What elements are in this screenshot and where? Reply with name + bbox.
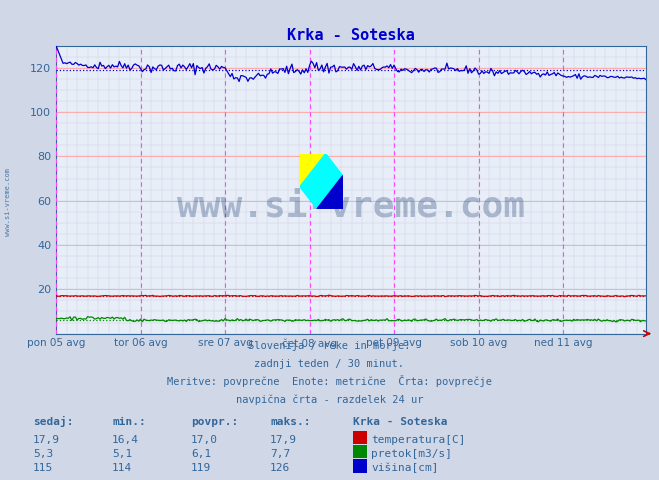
Text: 114: 114 (112, 463, 132, 473)
Text: sedaj:: sedaj: (33, 416, 73, 427)
Text: 5,1: 5,1 (112, 449, 132, 459)
Text: Meritve: povprečne  Enote: metrične  Črta: povprečje: Meritve: povprečne Enote: metrične Črta:… (167, 375, 492, 387)
Text: 17,9: 17,9 (270, 435, 297, 445)
Text: 16,4: 16,4 (112, 435, 139, 445)
Text: 119: 119 (191, 463, 212, 473)
Title: Krka - Soteska: Krka - Soteska (287, 28, 415, 43)
Text: 6,1: 6,1 (191, 449, 212, 459)
Text: temperatura[C]: temperatura[C] (371, 435, 465, 445)
Text: www.si-vreme.com: www.si-vreme.com (177, 190, 525, 224)
Text: 126: 126 (270, 463, 291, 473)
Text: Krka - Soteska: Krka - Soteska (353, 417, 447, 427)
Text: 17,0: 17,0 (191, 435, 218, 445)
Text: 17,9: 17,9 (33, 435, 60, 445)
Text: min.:: min.: (112, 417, 146, 427)
Text: zadnji teden / 30 minut.: zadnji teden / 30 minut. (254, 359, 405, 369)
Polygon shape (300, 154, 326, 187)
Text: 115: 115 (33, 463, 53, 473)
Text: Slovenija / reke in morje.: Slovenija / reke in morje. (248, 341, 411, 351)
Text: maks.:: maks.: (270, 417, 310, 427)
Polygon shape (317, 176, 343, 209)
Text: 5,3: 5,3 (33, 449, 53, 459)
Text: pretok[m3/s]: pretok[m3/s] (371, 449, 452, 459)
Text: višina[cm]: višina[cm] (371, 463, 438, 473)
Text: www.si-vreme.com: www.si-vreme.com (5, 168, 11, 236)
Text: 7,7: 7,7 (270, 449, 291, 459)
Text: navpična črta - razdelek 24 ur: navpična črta - razdelek 24 ur (236, 394, 423, 405)
Polygon shape (300, 154, 343, 209)
Text: povpr.:: povpr.: (191, 417, 239, 427)
